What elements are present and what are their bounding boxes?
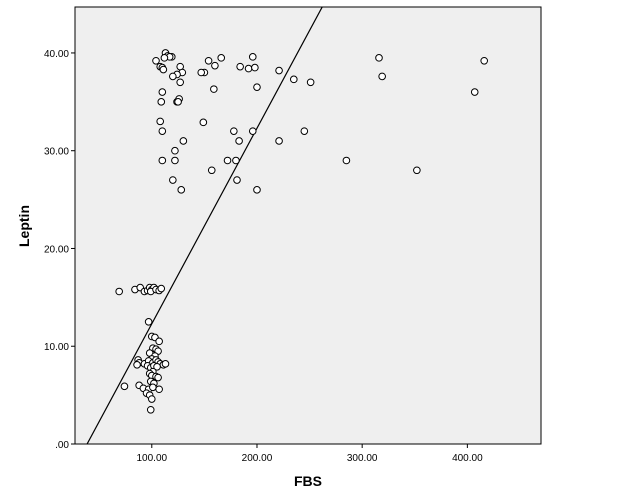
data-point xyxy=(210,85,218,93)
data-point xyxy=(171,156,179,165)
data-point xyxy=(161,360,170,368)
data-point xyxy=(158,88,167,96)
data-point xyxy=(470,88,479,96)
x-tick-label: 200.00 xyxy=(242,453,273,464)
data-point xyxy=(199,118,208,127)
data-point xyxy=(204,56,213,65)
data-point xyxy=(174,98,182,106)
data-point xyxy=(232,156,240,165)
data-point xyxy=(158,156,167,165)
y-tick-label: 10.00 xyxy=(44,342,69,353)
data-point xyxy=(275,137,283,145)
data-point xyxy=(133,361,141,369)
data-point xyxy=(160,54,169,62)
data-point xyxy=(253,83,261,91)
y-tick-label: 40.00 xyxy=(44,49,69,60)
data-point xyxy=(159,65,168,74)
data-point xyxy=(177,186,186,194)
data-point xyxy=(211,61,219,70)
data-point xyxy=(223,156,232,165)
data-point xyxy=(115,287,123,296)
data-point xyxy=(146,405,155,414)
data-point xyxy=(157,98,166,106)
data-point xyxy=(207,166,216,175)
data-point xyxy=(342,156,351,165)
x-tick-label: 300.00 xyxy=(347,453,378,464)
data-point xyxy=(158,127,167,135)
data-point xyxy=(154,373,162,382)
fit-line xyxy=(86,7,323,444)
data-point xyxy=(306,78,315,87)
y-tick-label: 30.00 xyxy=(44,147,69,158)
y-axis: .00 10.00 20.00 30.00 40.00 xyxy=(44,49,75,451)
data-point xyxy=(157,284,166,293)
data-point xyxy=(251,63,259,72)
y-axis-title: Leptin xyxy=(16,205,32,247)
data-point xyxy=(153,362,161,371)
x-axis: 100.00 200.00 300.00 400.00 xyxy=(136,444,483,464)
data-point xyxy=(155,337,163,346)
data-point xyxy=(230,127,238,135)
data-point xyxy=(248,53,257,61)
data-point xyxy=(275,66,283,75)
data-point xyxy=(290,75,298,84)
data-point xyxy=(147,395,156,403)
data-point xyxy=(149,383,157,392)
y-tick-label: 20.00 xyxy=(44,244,69,255)
data-point xyxy=(378,72,386,81)
data-point xyxy=(480,56,489,65)
data-point xyxy=(233,176,241,184)
data-point xyxy=(179,137,188,145)
data-point xyxy=(176,78,184,87)
data-point xyxy=(244,64,253,73)
data-point xyxy=(413,166,421,175)
data-point xyxy=(253,186,261,194)
data-point xyxy=(155,385,163,394)
x-tick-label: 100.00 xyxy=(136,453,167,464)
data-point xyxy=(197,68,206,77)
data-point xyxy=(152,56,160,65)
data-point xyxy=(236,62,244,71)
data-point xyxy=(300,127,309,135)
data-point xyxy=(169,72,177,81)
data-point xyxy=(144,318,153,326)
data-point xyxy=(248,127,257,135)
data-point xyxy=(217,54,226,62)
plot-area xyxy=(74,6,542,445)
x-tick-label: 400.00 xyxy=(452,453,483,464)
data-points xyxy=(115,49,489,414)
x-axis-title: FBS xyxy=(294,473,322,489)
data-point xyxy=(169,176,177,184)
data-point xyxy=(120,382,129,391)
data-point xyxy=(156,117,165,126)
data-point xyxy=(235,137,243,145)
data-point xyxy=(171,146,179,155)
y-tick-label: .00 xyxy=(55,440,69,451)
fit-line-layer xyxy=(86,7,323,444)
data-point xyxy=(375,54,383,62)
